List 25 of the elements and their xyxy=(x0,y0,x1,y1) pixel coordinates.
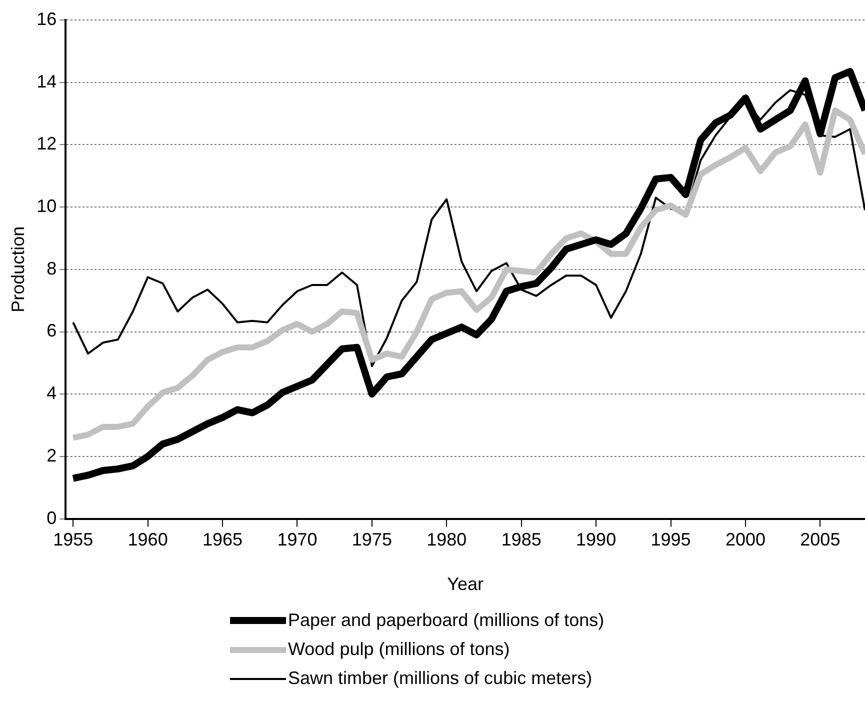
x-tick-label: 1985 xyxy=(501,530,542,550)
y-tick-label: 12 xyxy=(36,134,57,154)
y-axis-title: Production xyxy=(8,226,28,312)
x-tick-label: 1970 xyxy=(277,530,318,550)
x-tick-label: 1975 xyxy=(352,530,392,550)
y-tick-label: 16 xyxy=(36,8,57,29)
x-tick-label: 1965 xyxy=(202,530,243,550)
y-tick-label: 0 xyxy=(46,508,57,528)
x-axis-title: Year xyxy=(447,574,484,594)
y-tick-label: 2 xyxy=(46,445,57,466)
y-tick-label: 6 xyxy=(46,320,57,341)
x-tick-label: 1980 xyxy=(426,530,467,550)
x-tick-label: 1955 xyxy=(53,530,94,550)
x-tick-label: 1960 xyxy=(128,530,168,550)
y-tick-label: 14 xyxy=(36,71,57,92)
x-tick-label: 1990 xyxy=(576,530,616,550)
x-tick-label: 2005 xyxy=(800,530,840,550)
x-tick-label: 1995 xyxy=(650,530,691,550)
legend-label: Sawn timber (millions of cubic meters) xyxy=(288,668,592,689)
y-tick-label: 10 xyxy=(36,196,57,216)
x-tick-label: 2000 xyxy=(725,530,766,550)
legend-label: Wood pulp (millions of tons) xyxy=(288,639,510,660)
legend-label: Paper and paperboard (millions of tons) xyxy=(288,610,604,631)
y-tick-label: 4 xyxy=(46,383,57,404)
y-tick-label: 8 xyxy=(46,258,57,278)
